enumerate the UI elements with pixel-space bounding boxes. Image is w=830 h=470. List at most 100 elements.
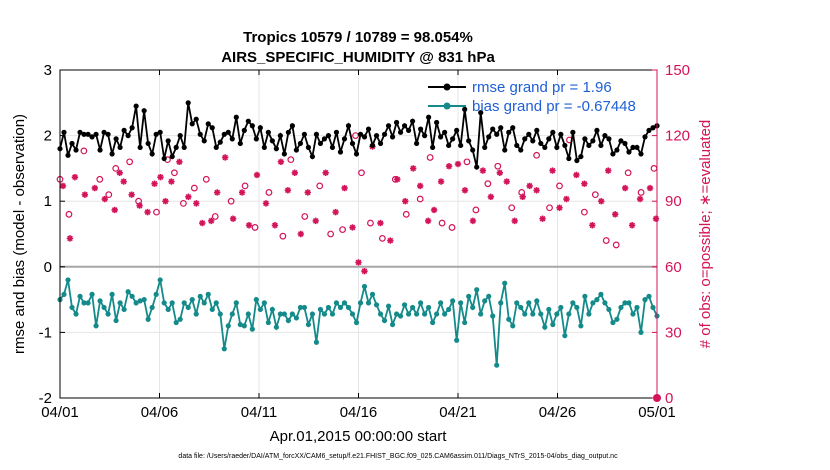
y-tick-label: 0: [44, 259, 52, 276]
rmse-point: [189, 121, 195, 127]
rmse-point: [538, 140, 544, 147]
rmse-point: [205, 121, 211, 127]
rmse-point: [454, 127, 460, 133]
bias-point: [650, 304, 656, 311]
rmse-point: [285, 129, 291, 135]
rmse-point: [145, 140, 151, 147]
rmse-point: [606, 136, 612, 142]
obs-possible-point: [190, 184, 198, 192]
obs-possible-point: [339, 226, 346, 234]
obs-evaluated-point: [185, 193, 192, 201]
rmse-point: [389, 134, 396, 140]
bias-point: [405, 311, 412, 317]
bias-point: [329, 311, 336, 317]
rmse-point: [498, 125, 504, 131]
obs-possible-point: [580, 208, 588, 216]
rmse-point: [101, 129, 107, 135]
chart-subtitle: AIRS_SPECIFIC_HUMIDITY @ 831 hPa: [221, 49, 495, 66]
rmse-point: [413, 140, 420, 147]
rmse-point: [369, 142, 376, 149]
legend-rmse-label: rmse grand pr = 1.96: [472, 79, 612, 96]
bias-point: [385, 303, 392, 309]
obs-evaluated-point: [144, 208, 151, 216]
bias-point: [522, 311, 528, 317]
obs-possible-point: [624, 169, 632, 177]
obs-evaluated-point: [496, 169, 503, 176]
bias-point: [117, 300, 123, 306]
obs-end-marker: [653, 394, 661, 402]
bias-point: [101, 304, 107, 311]
rmse-point: [482, 144, 488, 151]
bias-point: [297, 304, 304, 311]
rmse-point: [217, 139, 223, 145]
rmse-point: [277, 133, 283, 139]
bias-point: [550, 321, 556, 328]
y-tick-label-right: 150: [665, 62, 690, 79]
obs-evaluated-point: [646, 184, 654, 192]
bias-point: [634, 304, 640, 311]
bias-point: [281, 311, 287, 317]
rmse-point: [618, 138, 624, 144]
obs-evaluated-point: [168, 178, 175, 185]
rmse-point: [325, 133, 332, 139]
rmse-point: [177, 133, 183, 139]
bias-point: [141, 297, 147, 303]
obs-evaluated-point: [291, 169, 299, 176]
rmse-point: [193, 116, 199, 122]
ticks: 04/01 04/06 04/11 04/16 04/21 04/26 05/01 -2 -1 0…: [39, 62, 690, 421]
rmse-point: [241, 127, 247, 133]
bias-point: [129, 293, 135, 299]
bias-point: [618, 304, 624, 311]
obs-evaluated-point: [539, 215, 546, 222]
rmse-point: [646, 127, 652, 133]
bias-point: [530, 311, 536, 317]
obs-possible-point: [494, 162, 502, 170]
bias-point: [165, 306, 171, 313]
rmse-point: [249, 123, 255, 129]
rmse-point: [554, 144, 560, 151]
rmse-point: [430, 144, 436, 151]
obs-possible-point: [211, 213, 219, 220]
obs-possible-point: [533, 151, 541, 159]
rmse-point: [502, 147, 508, 153]
obs-possible-point: [279, 232, 287, 240]
rmse-point: [422, 133, 428, 139]
obs-evaluated-point: [262, 200, 270, 207]
rmse-point: [153, 131, 159, 137]
obs-possible-point: [484, 180, 492, 188]
bias-point: [490, 313, 496, 319]
bias-point: [89, 291, 95, 297]
obs-evaluated-point: [284, 187, 292, 194]
obs-evaluated-point: [361, 267, 368, 275]
bias-point: [642, 297, 648, 303]
obs-evaluated-point: [636, 195, 644, 203]
obs-evaluated-point: [229, 215, 237, 222]
obs-evaluated-point: [116, 169, 123, 176]
bias-point: [125, 289, 131, 295]
bias-point: [133, 300, 139, 306]
obs-possible-point: [105, 191, 113, 199]
bias-point: [189, 297, 195, 303]
bias-point: [430, 319, 436, 326]
rmse-point: [313, 131, 320, 137]
bias-point: [578, 323, 584, 329]
obs-possible-point: [112, 164, 120, 172]
rmse-point: [281, 151, 287, 157]
obs-evaluated-point: [253, 171, 261, 179]
obs-evaluated-point: [312, 217, 319, 225]
rmse-point: [225, 129, 231, 135]
bias-point: [269, 306, 275, 313]
bias-point: [602, 300, 608, 306]
rmse-point: [638, 151, 644, 157]
obs-evaluated-point: [193, 200, 200, 207]
bias-point: [349, 311, 356, 317]
obs-possible-point: [301, 213, 309, 220]
bias-point: [582, 293, 588, 299]
bias-point: [357, 300, 364, 306]
obs-evaluated-point: [416, 182, 424, 190]
obs-evaluated-point: [526, 182, 533, 190]
bias-point: [446, 306, 452, 313]
rmse-point: [141, 108, 147, 114]
bias-point: [229, 311, 235, 317]
bias-point: [542, 324, 548, 330]
